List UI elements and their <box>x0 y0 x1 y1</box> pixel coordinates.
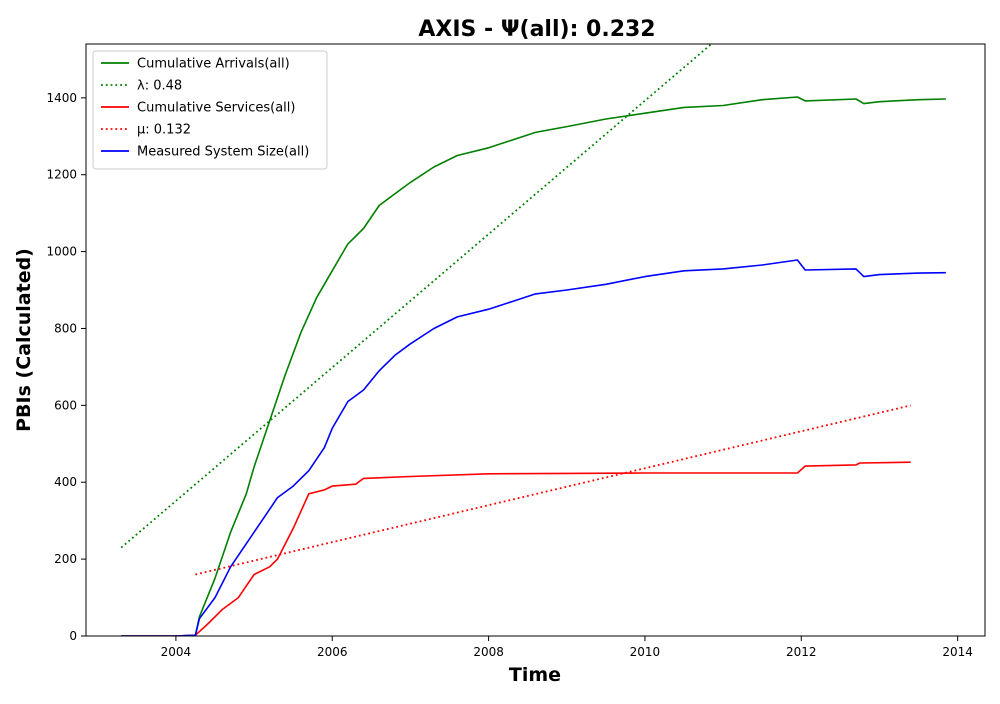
y-tick-label: 1400 <box>46 91 77 105</box>
series-line-4-0-132 <box>195 404 911 576</box>
x-tick-label: 2014 <box>942 645 973 659</box>
y-tick-label: 200 <box>54 552 77 566</box>
series-line-1-cumulative-arrivals-all <box>121 96 946 636</box>
plot-frame <box>85 43 986 637</box>
x-axis-label: Time <box>509 664 561 686</box>
y-tick-label: 1000 <box>46 245 77 259</box>
y-tick-label: 800 <box>54 321 77 335</box>
x-tick-label: 2008 <box>473 645 504 659</box>
plot-area <box>120 44 946 636</box>
series-line-3-cumulative-services-all <box>121 461 911 636</box>
x-tick-label: 2006 <box>317 645 348 659</box>
legend-label-2: λ: 0.48 <box>137 79 182 94</box>
y-tick-label: 0 <box>69 629 77 643</box>
legend-label-5: Measured System Size(all) <box>137 145 309 160</box>
axis-ticks: 2004 2006 2008 2010 2012 2014 0 200 400 600 800 100… <box>46 91 972 659</box>
y-tick-label: 600 <box>54 398 77 412</box>
x-tick-label: 2012 <box>786 645 817 659</box>
legend-box <box>92 50 328 170</box>
x-tick-label: 2004 <box>161 645 192 659</box>
y-axis-label: PBIs (Calculated) <box>13 248 35 432</box>
y-tick-label: 400 <box>54 475 77 489</box>
legend: Cumulative Arrivals(all) λ: 0.48 Cumulativ… <box>92 50 328 170</box>
y-tick-label: 1200 <box>46 168 77 182</box>
series-line-5-measured-system-size-all <box>121 259 946 636</box>
x-tick-label: 2010 <box>630 645 661 659</box>
chart-title: AXIS - Ψ(all): 0.232 <box>418 17 655 42</box>
legend-label-1: Cumulative Arrivals(all) <box>137 57 290 72</box>
legend-label-3: Cumulative Services(all) <box>137 101 295 116</box>
legend-label-4: μ: 0.132 <box>137 123 191 138</box>
